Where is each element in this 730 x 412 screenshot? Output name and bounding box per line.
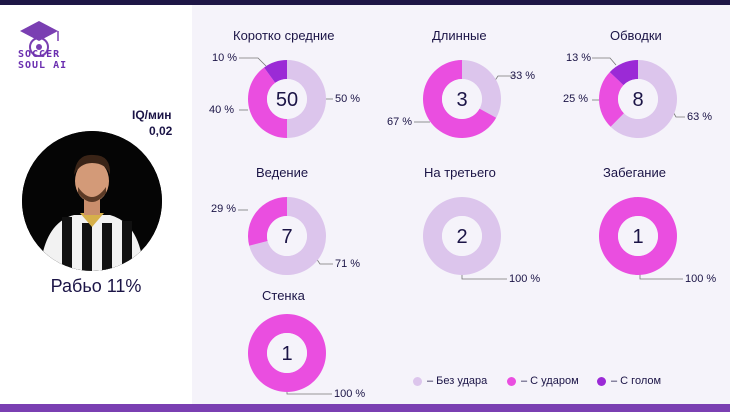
pct-short-medium-with-goal: 10 % <box>212 52 238 64</box>
total-third-man: 2 <box>456 226 468 248</box>
player-panel: SOCCER SOUL AI IQ/мин 0,02 Рабьо 11% <box>0 5 192 404</box>
donut-slice-with-shot <box>248 67 287 138</box>
brand-line-2: SOUL AI <box>18 60 68 71</box>
donut-slice-with-shot <box>248 314 326 392</box>
pct-carries-no-shot: 71 % <box>335 258 361 270</box>
donut-third-man <box>423 197 501 275</box>
donut-overlap <box>599 197 677 275</box>
pct-dribbles-no-shot: 63 % <box>687 111 713 123</box>
pct-third-man-no-shot: 100 % <box>509 273 541 285</box>
donut-one-two <box>248 314 326 392</box>
total-one-two: 1 <box>281 343 293 365</box>
donut-long <box>423 60 501 138</box>
chart-title-third-man: На третьего <box>424 165 496 180</box>
donut-hole <box>267 79 307 119</box>
donut-hole <box>267 216 307 256</box>
legend-dot-icon <box>597 376 606 386</box>
pct-long-with-shot: 67 % <box>387 116 413 128</box>
legend-dot-icon <box>413 376 422 386</box>
total-dribbles: 8 <box>632 89 644 111</box>
donut-hole <box>442 216 482 256</box>
chart-title-overlap: Забегание <box>603 165 666 180</box>
player-photo <box>22 131 162 271</box>
donut-slice-with-shot <box>423 60 497 138</box>
total-overlap: 1 <box>632 226 644 248</box>
donut-slice-with-shot <box>599 197 677 275</box>
donut-carries <box>248 197 326 275</box>
total-carries: 7 <box>281 226 293 248</box>
legend-with-goal: – С голом <box>597 375 661 387</box>
donut-hole <box>267 333 307 373</box>
brand-logo-text: SOCCER SOUL AI <box>18 49 67 71</box>
player-silhouette-icon <box>22 131 162 271</box>
legend-with-shot: – С ударом <box>507 375 579 387</box>
soccer-soul-logo-icon <box>20 21 59 57</box>
pct-long-no-shot: 33 % <box>510 70 536 82</box>
donut-slice-no-shot <box>287 60 326 138</box>
iq-label: IQ/мин <box>132 108 172 122</box>
donut-dribbles <box>599 60 677 138</box>
top-bar <box>0 0 730 5</box>
donut-short-medium <box>248 60 326 138</box>
pct-dribbles-with-goal: 13 % <box>566 52 592 64</box>
pct-short-medium-with-shot: 40 % <box>209 104 235 116</box>
chart-title-short-medium: Коротко средние <box>233 28 335 43</box>
pct-carries-with-shot: 29 % <box>211 203 237 215</box>
donut-hole <box>618 216 658 256</box>
donut-hole <box>442 79 482 119</box>
pct-short-medium-no-shot: 50 % <box>335 93 361 105</box>
legend-no-shot: – Без удара <box>413 375 487 387</box>
donut-slice-no-shot <box>423 197 501 275</box>
donut-slice-with-shot <box>248 197 287 246</box>
chart-title-one-two: Стенка <box>262 288 305 303</box>
chart-title-carries: Ведение <box>256 165 309 180</box>
donut-slice-with-goal <box>264 60 287 83</box>
pct-overlap-with-shot: 100 % <box>685 273 717 285</box>
pct-one-two-with-shot: 100 % <box>334 388 366 400</box>
donut-slice-with-shot <box>599 72 624 127</box>
donut-slice-no-shot <box>610 60 677 138</box>
legend-dot-icon <box>507 376 516 386</box>
player-name: Рабьо 11% <box>50 276 142 296</box>
pct-dribbles-with-shot: 25 % <box>563 93 589 105</box>
total-short-medium: 50 <box>275 89 299 111</box>
donut-slice-no-shot <box>462 60 501 118</box>
donut-slice-no-shot <box>249 197 326 275</box>
legend-label: – С ударом <box>521 375 579 387</box>
chart-title-dribbles: Обводки <box>610 28 662 43</box>
bottom-bar <box>0 404 730 412</box>
iq-value: 0,02 <box>149 124 173 138</box>
legend-label: – Без удара <box>427 375 488 387</box>
legend-label: – С голом <box>611 375 662 387</box>
donut-slice-with-goal <box>609 60 638 86</box>
chart-title-long: Длинные <box>432 28 487 43</box>
donut-hole <box>618 79 658 119</box>
brand-line-1: SOCCER <box>18 49 61 60</box>
total-long: 3 <box>456 89 468 111</box>
